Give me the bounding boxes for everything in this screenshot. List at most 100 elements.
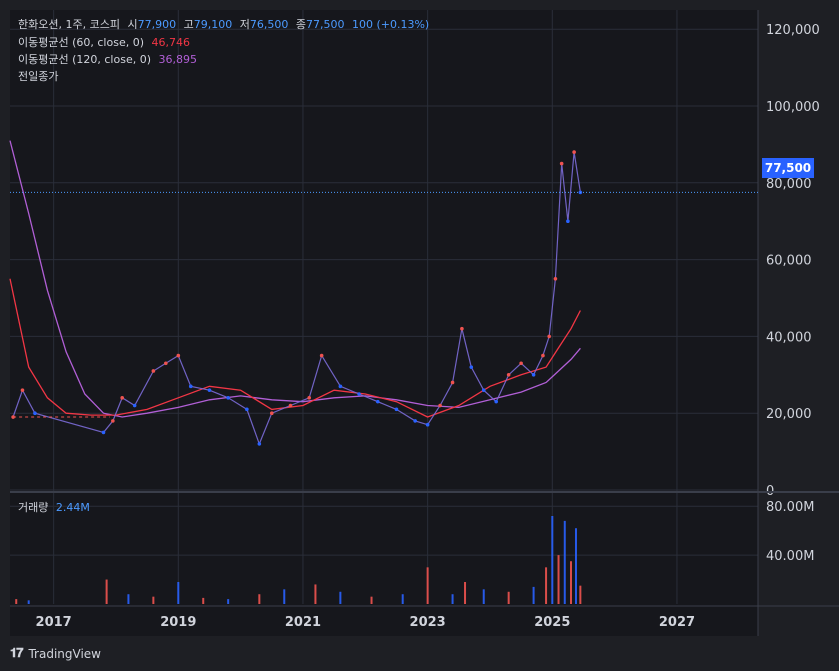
price-point xyxy=(553,277,558,281)
ma60-label: 이동평균선 (60, close, 0) xyxy=(18,36,144,49)
y-tick-label: 100,000 xyxy=(766,100,820,115)
volume-bar xyxy=(451,594,454,604)
price-point xyxy=(151,369,156,373)
volume-bar xyxy=(507,591,510,604)
brand-text: TradingView xyxy=(28,646,101,661)
price-point xyxy=(188,384,193,389)
y-tick-label: 60,000 xyxy=(766,254,812,269)
symbol-title: 한화오션, 1주, 코스피 xyxy=(18,18,120,31)
volume-bar xyxy=(426,567,429,604)
ma60-layer xyxy=(9,278,581,418)
legend-volume[interactable]: 거래량 2.44M xyxy=(18,500,94,516)
price-point xyxy=(425,422,430,427)
volume-layer xyxy=(15,516,582,604)
price-point xyxy=(132,403,137,408)
x-tick-label: 2019 xyxy=(160,615,196,630)
volume-bar xyxy=(464,582,467,604)
ma120-label: 이동평균선 (120, close, 0) xyxy=(18,53,151,66)
legend-prev-close[interactable]: 전일종가 xyxy=(18,69,62,85)
legend-ma120[interactable]: 이동평균선 (120, close, 0) 36,895 xyxy=(18,52,201,68)
y-tick-label: 20,000 xyxy=(766,407,812,422)
price-point xyxy=(101,430,106,435)
change-value: 100 (+0.13%) xyxy=(351,18,430,31)
price-point xyxy=(33,411,37,416)
open-value: 77,900 xyxy=(137,18,177,31)
volume-bar xyxy=(551,516,554,604)
volume-bar xyxy=(579,585,582,604)
legend-main: 한화오션, 1주, 코스피 시77,900 고79,100 저76,500 종7… xyxy=(18,17,433,33)
tradingview-logo-icon: 𝟏𝟕 xyxy=(10,646,24,661)
price-point xyxy=(469,365,474,369)
high-value: 79,100 xyxy=(193,18,233,31)
volume-bar xyxy=(15,599,18,604)
plot-background xyxy=(10,10,758,636)
close-value: 77,500 xyxy=(305,18,345,31)
price-point xyxy=(207,388,212,392)
volume-label: 거래량 xyxy=(18,501,49,514)
price-point xyxy=(531,373,536,377)
volume-bar xyxy=(283,589,286,604)
volume-bar xyxy=(574,528,577,604)
price-point xyxy=(438,403,442,408)
volume-tick-label: 40.00M xyxy=(766,549,814,564)
prev-close-label: 전일종가 xyxy=(18,70,59,83)
price-point xyxy=(559,161,564,166)
volume-bar xyxy=(482,589,485,604)
high-label: 고 xyxy=(183,18,194,31)
volume-bar xyxy=(557,555,560,604)
price-point xyxy=(566,219,570,223)
volume-bar xyxy=(105,579,108,604)
price-point xyxy=(245,407,249,412)
grid xyxy=(10,10,758,604)
open-label: 시 xyxy=(127,18,138,31)
price-point xyxy=(413,419,417,423)
price-point xyxy=(257,442,262,446)
price-point xyxy=(226,396,230,400)
price-point xyxy=(541,353,545,358)
tradingview-brand[interactable]: 𝟏𝟕 TradingView xyxy=(10,646,101,661)
price-point xyxy=(120,396,124,400)
last-price-tag: 77,500 xyxy=(762,158,814,178)
volume-bar xyxy=(570,561,572,604)
volume-bar xyxy=(314,584,317,604)
low-value: 76,500 xyxy=(249,18,289,31)
price-point xyxy=(357,392,361,396)
ma60-value: 46,746 xyxy=(151,36,191,49)
price-point xyxy=(519,361,523,366)
volume-bar xyxy=(532,586,535,604)
price-point xyxy=(319,353,324,358)
price-layer xyxy=(11,150,583,446)
volume-bar xyxy=(202,597,205,604)
price-point xyxy=(164,361,168,366)
low-label: 저 xyxy=(239,18,250,31)
y-tick-label: 80,000 xyxy=(766,177,812,192)
x-tick-label: 2023 xyxy=(410,615,446,630)
volume-bar xyxy=(339,591,342,604)
volume-bar xyxy=(401,594,404,604)
volume-bar xyxy=(177,582,180,604)
y-tick-label: 120,000 xyxy=(766,23,820,38)
close-label: 종 xyxy=(295,18,306,31)
y-tick-label: 40,000 xyxy=(766,330,812,345)
price-point xyxy=(450,380,455,385)
price-point xyxy=(176,353,181,358)
price-point xyxy=(494,399,499,404)
volume-bar xyxy=(152,596,155,604)
axes-layer: 020,00040,00060,00080,000100,000120,0002… xyxy=(10,10,839,636)
x-tick-label: 2027 xyxy=(659,615,695,630)
ma120-value: 36,895 xyxy=(158,53,198,66)
price-point xyxy=(288,403,293,408)
price-point xyxy=(394,407,399,412)
price-point xyxy=(20,388,25,392)
volume-bar xyxy=(227,599,230,604)
ma60-line xyxy=(9,278,581,418)
price-point xyxy=(547,334,551,339)
legend-ma60[interactable]: 이동평균선 (60, close, 0) 46,746 xyxy=(18,35,194,51)
price-point xyxy=(506,373,511,377)
ma120-layer xyxy=(9,140,581,418)
x-tick-label: 2025 xyxy=(534,615,570,630)
x-tick-label: 2017 xyxy=(36,615,72,630)
price-point xyxy=(111,419,115,423)
